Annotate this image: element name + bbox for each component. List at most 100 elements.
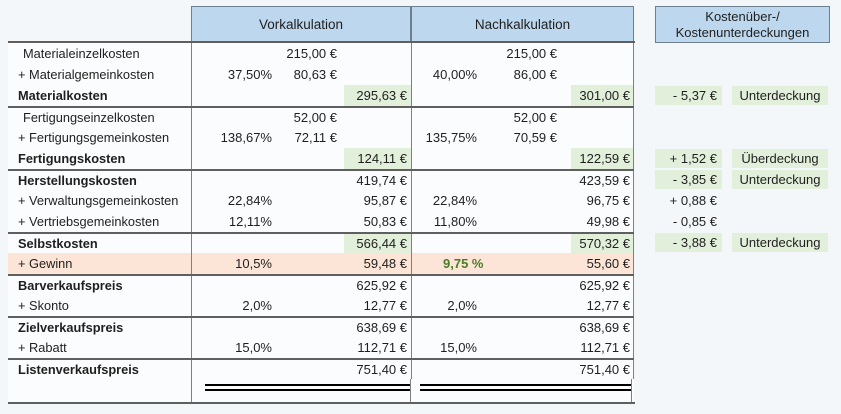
diff-value[interactable]: - 3,88 € [655,233,722,252]
nach-percent-cell[interactable] [412,148,479,169]
nach-value-cell[interactable] [479,276,571,295]
nach-value-cell[interactable] [479,360,571,379]
nach-percent-cell[interactable]: 40,00% [432,67,477,82]
vor-value-cell[interactable] [274,295,344,316]
row-label-cell[interactable]: Barverkaufspreis [18,278,123,293]
row-label-cell[interactable]: Materialeinzelkosten [23,46,140,61]
nach-total-cell[interactable]: 12,77 € [586,298,630,313]
vor-total-cell[interactable]: 95,87 € [363,193,407,208]
vor-value-cell[interactable] [274,234,344,253]
nach-total-cell[interactable] [571,64,633,85]
nach-value-cell[interactable] [479,171,571,190]
nach-total-cell[interactable]: 625,92 € [579,278,630,293]
nach-value-cell[interactable]: 215,00 € [506,46,557,61]
kostendeckung-header[interactable]: Kostenüber-/ Kostenunterdeckungen [655,6,830,43]
nach-total-cell[interactable]: 301,00 € [571,85,633,106]
row-label-cell[interactable]: + Materialgemeinkosten [18,67,155,82]
nach-value-cell[interactable]: 86,00 € [513,67,557,82]
nach-total-cell[interactable]: 55,60 € [586,256,630,271]
nach-percent-cell[interactable]: 9,75 % [443,256,484,271]
empty-label-cell[interactable] [8,379,191,404]
vor-percent-cell[interactable] [192,85,274,106]
nach-value-cell[interactable] [479,190,571,211]
vor-percent-cell[interactable]: 138,67% [220,130,272,145]
diff-value[interactable]: + 1,52 € [655,149,722,168]
vor-percent-cell[interactable] [192,108,274,127]
vor-value-cell[interactable] [274,253,344,274]
vor-value-cell[interactable]: 215,00 € [286,46,337,61]
nach-percent-cell[interactable]: 2,0% [447,298,477,313]
nach-total-cell[interactable]: 49,98 € [586,214,630,229]
row-label-cell[interactable]: + Skonto [18,298,69,313]
diff-label[interactable]: Unterdeckung [732,233,828,252]
vor-value-cell[interactable]: 80,63 € [293,67,337,82]
nach-total-cell[interactable]: 570,32 € [571,234,633,253]
vor-value-cell[interactable] [274,318,344,337]
nach-percent-cell[interactable] [412,171,479,190]
nach-percent-cell[interactable] [412,108,479,127]
nach-percent-cell[interactable]: 15,0% [440,340,477,355]
vor-value-cell[interactable] [274,211,344,232]
vor-percent-cell[interactable]: 10,5% [235,256,272,271]
row-label-cell[interactable]: Listenverkaufspreis [18,362,139,377]
vorkalkulation-header[interactable]: Vorkalkulation [191,6,411,43]
vor-value-cell[interactable]: 52,00 € [293,110,337,125]
vor-total-cell[interactable]: 625,92 € [356,278,407,293]
nach-total-cell[interactable]: 122,59 € [571,148,633,169]
vor-total-cell[interactable]: 419,74 € [356,173,407,188]
vor-percent-cell[interactable] [192,360,274,379]
vor-total-cell[interactable]: 124,11 € [344,148,411,169]
vor-total-cell[interactable]: 50,83 € [363,214,407,229]
nach-percent-cell[interactable] [412,276,479,295]
vor-total-cell[interactable]: 566,44 € [344,234,411,253]
vor-total-cell[interactable]: 59,48 € [363,256,407,271]
vor-value-cell[interactable] [274,360,344,379]
vor-percent-cell[interactable]: 2,0% [242,298,272,313]
nach-total-cell[interactable] [571,108,633,127]
diff-value[interactable]: - 5,37 € [655,86,722,105]
nach-total-cell[interactable]: 638,69 € [579,320,630,335]
row-label-cell[interactable]: + Verwaltungsgemeinkosten [18,193,179,208]
diff-label[interactable]: Unterdeckung [732,170,828,189]
diff-value[interactable]: - 0,85 € [672,214,717,229]
nach-percent-cell[interactable]: 22,84% [432,193,477,208]
vor-total-cell[interactable] [344,108,411,127]
vor-percent-cell[interactable]: 15,0% [235,340,272,355]
nach-total-cell[interactable]: 751,40 € [579,362,630,377]
vor-percent-cell[interactable] [192,276,274,295]
row-label-cell[interactable]: + Vertriebsgemeinkosten [18,214,160,229]
vor-total-cell[interactable]: 112,71 € [357,340,407,355]
nach-value-cell[interactable] [479,85,571,106]
row-label-cell[interactable]: + Rabatt [18,340,67,355]
nach-percent-cell[interactable] [412,318,479,337]
vor-total-cell[interactable]: 751,40 € [356,362,407,377]
diff-value[interactable]: + 0,88 € [669,193,717,208]
vor-percent-cell[interactable] [192,234,274,253]
vor-value-cell[interactable] [274,276,344,295]
nach-value-cell[interactable] [479,318,571,337]
row-label-cell[interactable]: Fertigungseinzelkosten [23,110,155,125]
row-label-cell[interactable]: + Fertigungsgemeinkosten [18,130,170,145]
nach-value-cell[interactable] [479,337,571,358]
nach-percent-cell[interactable] [412,85,479,106]
nach-value-cell[interactable]: 70,59 € [513,130,557,145]
row-label-cell[interactable]: Selbstkosten [18,236,98,251]
nach-percent-cell[interactable]: 135,75% [425,130,477,145]
vor-percent-cell[interactable] [192,148,274,169]
nach-value-cell[interactable] [479,253,571,274]
diff-value[interactable]: - 3,85 € [655,170,722,189]
vor-total-cell[interactable] [344,64,411,85]
nach-value-cell[interactable]: 52,00 € [513,110,557,125]
vor-total-cell[interactable]: 12,77 € [363,298,407,313]
row-label-cell[interactable]: Zielverkaufspreis [18,320,124,335]
nach-value-cell[interactable] [479,295,571,316]
vor-value-cell[interactable] [274,85,344,106]
vor-total-cell[interactable] [344,43,411,64]
vor-total-cell[interactable]: 295,63 € [344,85,411,106]
nach-total-cell[interactable] [571,127,633,148]
row-label-cell[interactable]: + Gewinn [18,256,73,271]
vor-percent-cell[interactable] [192,43,274,64]
nach-value-cell[interactable] [479,234,571,253]
nach-total-cell[interactable]: 96,75 € [586,193,630,208]
nach-total-cell[interactable] [571,43,633,64]
